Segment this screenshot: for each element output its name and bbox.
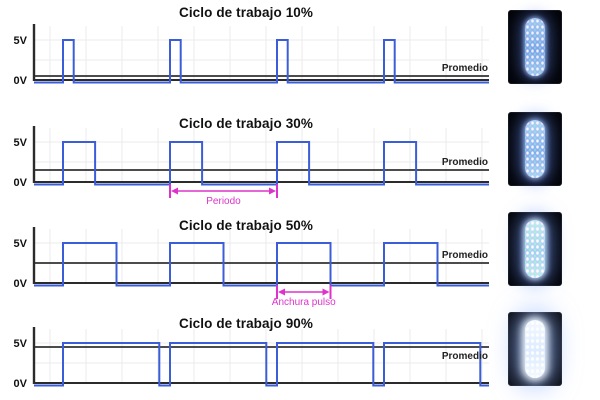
pwm-chart-30: Ciclo de trabajo 30% 5V 0V Promedio Periodo bbox=[0, 100, 492, 207]
led-photo-duty-50 bbox=[508, 212, 562, 286]
average-label: Promedio bbox=[442, 63, 488, 74]
chart-title: Ciclo de trabajo 10% bbox=[178, 5, 314, 20]
led-bulb-icon bbox=[525, 18, 545, 76]
y-label-high: 5V bbox=[14, 238, 28, 250]
y-label-low: 0V bbox=[14, 378, 28, 390]
chart-title: Ciclo de trabajo 30% bbox=[178, 116, 314, 131]
average-label: Promedio bbox=[442, 351, 488, 362]
y-label-high: 5V bbox=[14, 338, 28, 350]
pwm-signal bbox=[34, 342, 489, 387]
pwm-chart-50: Ciclo de trabajo 50% 5V 0V Promedio Anchura… bbox=[0, 207, 492, 308]
led-bulb-icon bbox=[525, 320, 545, 378]
pwm-signal bbox=[34, 141, 489, 186]
waveform-plot-30: 5V 0V Promedio Periodo bbox=[14, 126, 489, 207]
led-photo-duty-10 bbox=[508, 10, 562, 84]
led-bulb-icon bbox=[525, 120, 545, 178]
average-label: Promedio bbox=[442, 250, 488, 261]
annotation-label: Periodo bbox=[206, 196, 241, 207]
waveform-plot-10: 5V 0V Promedio bbox=[14, 24, 489, 87]
y-label-low: 0V bbox=[14, 278, 28, 290]
y-label-low: 0V bbox=[14, 177, 28, 189]
y-label-high: 5V bbox=[14, 137, 28, 149]
pwm-chart-90: Ciclo de trabajo 90% 5V 0V Promedio bbox=[0, 303, 492, 400]
led-photo-duty-90 bbox=[508, 312, 562, 386]
led-photo-duty-30 bbox=[508, 112, 562, 186]
chart-title: Ciclo de trabajo 50% bbox=[178, 218, 314, 233]
y-label-high: 5V bbox=[14, 35, 28, 47]
pwm-signal bbox=[34, 242, 489, 287]
annotation-label: Anchura pulso bbox=[272, 297, 336, 308]
pwm-chart-10: Ciclo de trabajo 10% 5V 0V Promedio bbox=[0, 0, 492, 100]
y-label-low: 0V bbox=[14, 75, 28, 87]
led-bulb-icon bbox=[525, 220, 545, 278]
waveform-plot-90: 5V 0V Promedio bbox=[14, 327, 489, 390]
waveform-plot-50: 5V 0V Promedio Anchura pulso bbox=[14, 227, 489, 308]
chart-title: Ciclo de trabajo 90% bbox=[178, 316, 314, 331]
average-label: Promedio bbox=[442, 157, 488, 168]
pwm-signal bbox=[34, 39, 489, 84]
